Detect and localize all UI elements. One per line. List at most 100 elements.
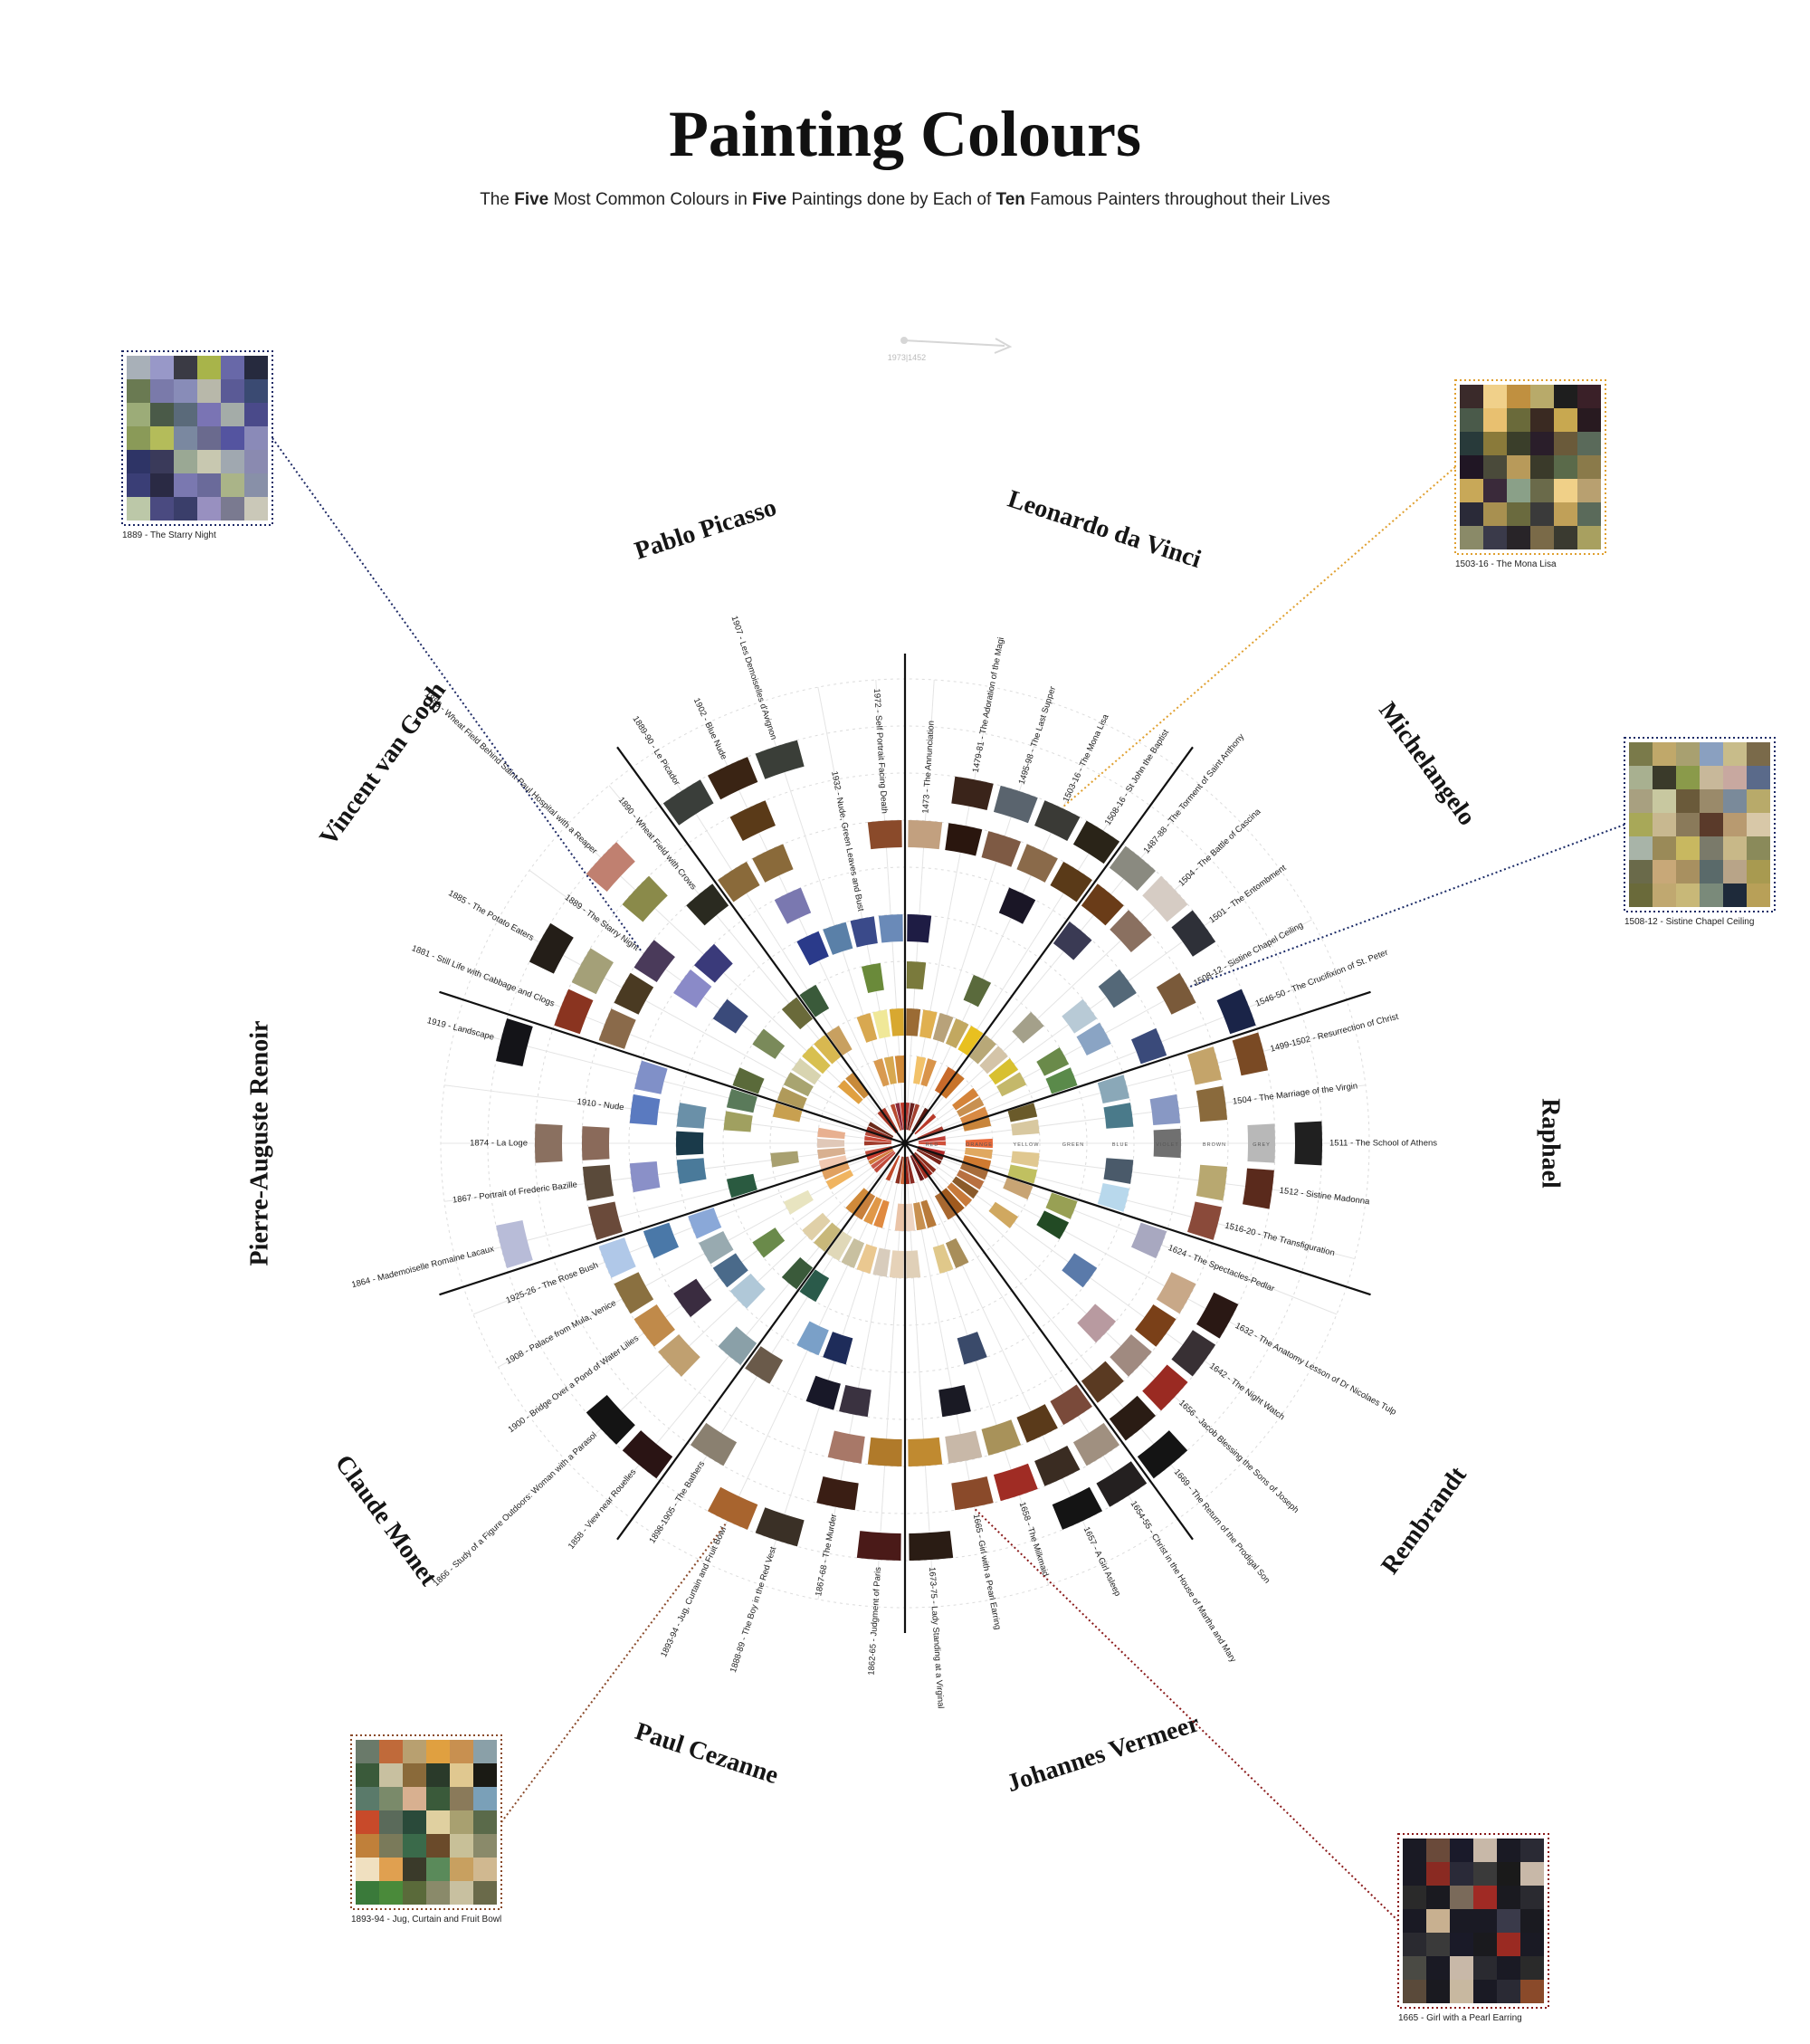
inset-swatch (1676, 813, 1700, 836)
inset-swatch (1460, 455, 1483, 479)
ring-label: YELLOW (1014, 1142, 1040, 1148)
painter-name: Johannes Vermeer (1004, 1709, 1203, 1798)
colour-mark (1096, 1461, 1148, 1507)
grid-spoke (655, 750, 896, 1129)
inset-swatch (1530, 432, 1554, 455)
colour-mark (588, 1201, 623, 1240)
colour-mark (622, 1430, 673, 1479)
colour-mark (868, 1149, 894, 1165)
inset-leader (1062, 466, 1456, 807)
painting-inset: 1503-16 - The Mona Lisa (1062, 379, 1606, 807)
inset-swatch (1426, 1933, 1450, 1956)
colour-mark (959, 1106, 988, 1124)
inset-swatch (1653, 766, 1676, 789)
colour-mark (1156, 972, 1196, 1015)
colour-mark (745, 1346, 784, 1384)
colour-mark (774, 887, 812, 924)
colour-mark (957, 1332, 987, 1365)
colour-mark (755, 740, 805, 779)
inset-swatch (1450, 1839, 1473, 1862)
colour-mark (822, 1162, 851, 1180)
colour-mark (988, 1201, 1018, 1228)
inset-swatch (1520, 1839, 1544, 1862)
inset-swatch (127, 356, 150, 379)
grid-spoke (454, 1147, 888, 1260)
painting-label: 1511 - The School of Athens (1329, 1139, 1437, 1149)
colour-mark (1053, 922, 1092, 960)
inset-swatch (1473, 1909, 1497, 1933)
colour-mark (900, 1156, 905, 1184)
inset-swatch (197, 426, 221, 450)
inset-swatch (1450, 1886, 1473, 1909)
inset-swatch (1577, 408, 1601, 432)
colour-mark (1016, 844, 1058, 883)
inset-swatch (197, 450, 221, 473)
subtitle-part: Ten (996, 190, 1025, 209)
colour-mark (783, 1072, 814, 1097)
colour-mark (1110, 1333, 1152, 1377)
inset-swatch (1483, 502, 1507, 526)
colour-mark (675, 1131, 704, 1156)
colour-mark (956, 1170, 985, 1190)
inset-swatch (1426, 1839, 1450, 1862)
legend-arrow-line (903, 339, 1005, 347)
inset-swatch (1554, 385, 1577, 408)
colour-mark (856, 1531, 901, 1561)
inset-swatch (1577, 502, 1601, 526)
painting-label: 1503-16 - The Mona Lisa (1062, 712, 1111, 804)
painting-label: 1862-65 - Judgment of Paris (867, 1566, 884, 1676)
colour-mark (1050, 861, 1092, 903)
colour-mark (693, 943, 733, 983)
inset-swatch (473, 1834, 497, 1858)
grid-spoke (919, 1153, 1281, 1417)
inset-swatch (174, 426, 197, 450)
colour-mark (894, 1055, 905, 1084)
colour-mark (1103, 1103, 1134, 1129)
colour-mark (889, 1250, 904, 1278)
inset-swatch (1676, 766, 1700, 789)
colour-mark (952, 1087, 979, 1111)
colour-mark (825, 1170, 854, 1190)
inset-swatch (450, 1858, 473, 1881)
inset-swatch (1473, 1956, 1497, 1980)
inset-swatch (473, 1763, 497, 1787)
inset-swatch (1403, 1933, 1426, 1956)
colour-mark (920, 1058, 937, 1087)
grid-spoke (707, 1159, 898, 1564)
painting-label: 1657 - A Girl Asleep (1081, 1525, 1122, 1598)
colour-mark (817, 1127, 846, 1140)
colour-mark (993, 785, 1038, 824)
colour-mark (850, 916, 878, 948)
inset-swatch (1483, 455, 1507, 479)
painter-name: Pierre-Auguste Renoir (245, 1021, 273, 1266)
inset-swatch (1507, 502, 1530, 526)
painting-label: 1889 - Wheat Field Behind Saint-Paul Hos… (423, 690, 599, 856)
colour-mark (1156, 1272, 1196, 1314)
grid-spoke (472, 971, 889, 1138)
ring-label: GREY (1253, 1142, 1271, 1148)
inset-swatch (403, 1881, 426, 1905)
colour-mark (781, 997, 814, 1030)
subtitle-part: Five (752, 190, 786, 209)
subtitle-part: Famous Painters throughout their Lives (1025, 190, 1330, 209)
painter-divider (904, 1142, 1194, 1541)
grid-spoke (905, 1160, 935, 1608)
inset-swatch (1497, 1909, 1520, 1933)
painting-label: 1665 - Girl with a Pearl Earring (971, 1514, 1003, 1631)
painting-label: 1473 - The Annunciation (920, 721, 936, 814)
inset-swatch (244, 473, 268, 497)
colour-mark (814, 1222, 842, 1252)
colour-mark (981, 1419, 1022, 1456)
inset-swatch (1426, 1862, 1450, 1886)
colour-mark (963, 974, 992, 1008)
grid-spoke (922, 1145, 1367, 1202)
colour-mark (634, 1304, 675, 1347)
colour-mark (877, 1110, 898, 1133)
colour-mark (866, 1147, 893, 1160)
inset-leader (272, 437, 643, 953)
colour-mark (1077, 1304, 1117, 1343)
grid-spoke (910, 1160, 1050, 1586)
inset-swatch (1723, 836, 1747, 860)
inset-swatch (1450, 1933, 1473, 1956)
